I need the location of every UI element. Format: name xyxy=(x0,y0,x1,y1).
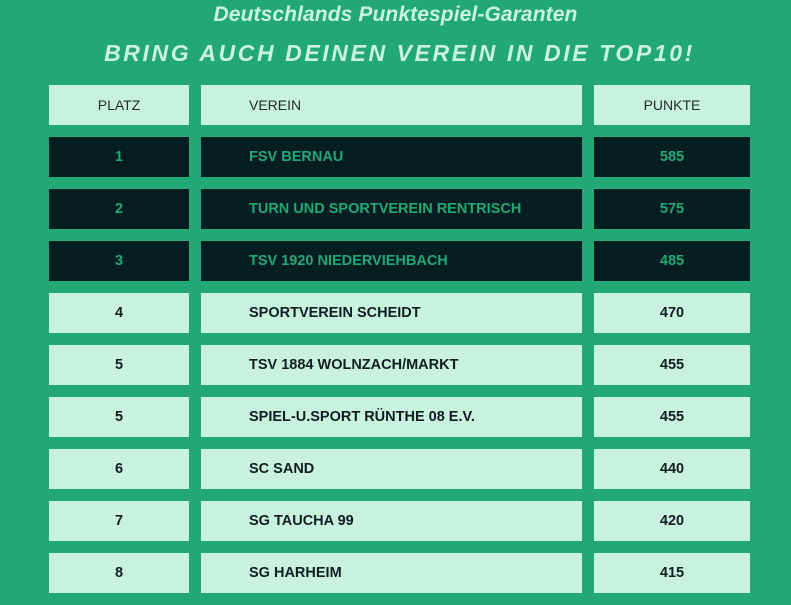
table-row: 2 TURN UND SPORTVEREIN RENTRISCH 575 xyxy=(49,189,750,229)
page-title: Deutschlands Punktespiel-Garanten xyxy=(213,3,578,26)
table-row: 1 FSV BERNAU 585 xyxy=(49,137,750,177)
column-header-platz: PLATZ xyxy=(49,85,189,125)
club-cell: TSV 1884 WOLNZACH/MARKT xyxy=(201,345,582,385)
points-cell: 485 xyxy=(594,241,750,281)
column-header-verein: VEREIN xyxy=(201,85,582,125)
table-header-row: PLATZ VEREIN PUNKTE xyxy=(49,85,750,125)
table-row: 4 SPORTVEREIN SCHEIDT 470 xyxy=(49,293,750,333)
table-row: 6 SC SAND 440 xyxy=(49,449,750,489)
rank-cell: 2 xyxy=(49,189,189,229)
table-row: 5 SPIEL-U.SPORT RÜNTHE 08 E.V. 455 xyxy=(49,397,750,437)
rank-cell: 4 xyxy=(49,293,189,333)
points-cell: 585 xyxy=(594,137,750,177)
rank-cell: 5 xyxy=(49,345,189,385)
table-row: 8 SG HARHEIM 415 xyxy=(49,553,750,593)
club-cell: SG TAUCHA 99 xyxy=(201,501,582,541)
table-row: 3 TSV 1920 NIEDERVIEHBACH 485 xyxy=(49,241,750,281)
rank-cell: 6 xyxy=(49,449,189,489)
club-cell: SG HARHEIM xyxy=(201,553,582,593)
rank-cell: 7 xyxy=(49,501,189,541)
club-cell: TSV 1920 NIEDERVIEHBACH xyxy=(201,241,582,281)
club-cell: FSV BERNAU xyxy=(201,137,582,177)
points-cell: 420 xyxy=(594,501,750,541)
rank-cell: 8 xyxy=(49,553,189,593)
points-cell: 575 xyxy=(594,189,750,229)
club-cell: TURN UND SPORTVEREIN RENTRISCH xyxy=(201,189,582,229)
club-cell: SPIEL-U.SPORT RÜNTHE 08 E.V. xyxy=(201,397,582,437)
rank-cell: 5 xyxy=(49,397,189,437)
points-cell: 440 xyxy=(594,449,750,489)
page-subtitle: BRING AUCH DEINEN VEREIN IN DIE TOP10! xyxy=(104,40,695,66)
ranking-table: PLATZ VEREIN PUNKTE 1 FSV BERNAU 585 2 T… xyxy=(49,85,750,605)
rank-cell: 3 xyxy=(49,241,189,281)
column-header-punkte: PUNKTE xyxy=(594,85,750,125)
points-cell: 455 xyxy=(594,345,750,385)
points-cell: 415 xyxy=(594,553,750,593)
club-cell: SPORTVEREIN SCHEIDT xyxy=(201,293,582,333)
table-row: 7 SG TAUCHA 99 420 xyxy=(49,501,750,541)
rank-cell: 1 xyxy=(49,137,189,177)
table-row: 5 TSV 1884 WOLNZACH/MARKT 455 xyxy=(49,345,750,385)
points-cell: 470 xyxy=(594,293,750,333)
club-cell: SC SAND xyxy=(201,449,582,489)
points-cell: 455 xyxy=(594,397,750,437)
